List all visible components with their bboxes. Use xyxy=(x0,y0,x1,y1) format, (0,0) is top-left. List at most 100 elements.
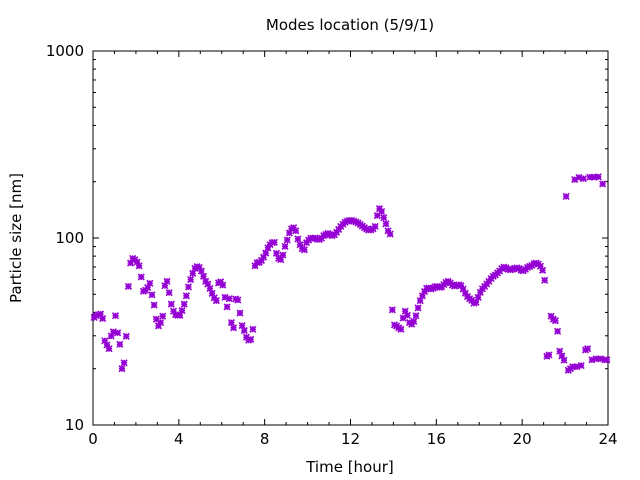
data-point xyxy=(101,337,109,345)
x-tick-label: 20 xyxy=(513,430,532,448)
data-point xyxy=(328,232,336,240)
y-tick-label: 1000 xyxy=(46,42,84,60)
data-point xyxy=(556,347,564,355)
data-point xyxy=(532,259,540,267)
y-axis-title: Particle size [nm] xyxy=(7,173,25,303)
y-tick-label: 100 xyxy=(55,229,84,247)
data-point xyxy=(107,332,115,340)
data-point xyxy=(586,173,594,181)
data-point xyxy=(96,310,105,318)
data-point xyxy=(225,295,233,303)
data-point xyxy=(388,306,396,314)
data-point xyxy=(206,284,214,293)
data-point xyxy=(562,192,570,201)
data-point xyxy=(403,311,411,319)
data-point xyxy=(272,249,281,257)
data-point xyxy=(236,309,244,317)
data-point xyxy=(195,263,203,271)
data-point xyxy=(455,281,463,289)
data-point xyxy=(122,332,130,340)
data-point xyxy=(135,262,143,270)
data-point xyxy=(114,329,122,337)
data-point xyxy=(474,293,482,301)
data-point xyxy=(571,176,579,184)
data-point xyxy=(461,289,469,297)
data-point xyxy=(416,297,424,305)
data-point xyxy=(178,307,186,315)
data-point xyxy=(161,282,169,290)
chart-title: Modes location (5/9/1) xyxy=(266,16,434,34)
x-tick-label: 0 xyxy=(88,430,98,448)
x-tick-label: 24 xyxy=(598,430,617,448)
data-point xyxy=(118,365,126,373)
data-point xyxy=(526,262,534,270)
axis-ticks xyxy=(92,50,609,426)
data-point xyxy=(184,283,193,291)
data-point xyxy=(144,283,152,292)
data-point xyxy=(157,319,165,327)
data-point xyxy=(281,242,289,251)
data-point xyxy=(596,355,605,363)
x-axis-title: Time [hour] xyxy=(305,458,394,476)
data-point xyxy=(401,307,409,315)
data-point xyxy=(472,298,480,306)
data-point xyxy=(457,282,465,290)
data-point xyxy=(603,356,611,364)
data-point xyxy=(163,277,171,285)
data-point xyxy=(538,266,547,274)
plot-frame xyxy=(92,50,609,426)
data-point xyxy=(279,251,287,259)
data-point xyxy=(380,214,388,222)
data-point xyxy=(397,325,405,333)
data-point xyxy=(418,292,426,300)
data-point xyxy=(352,218,360,226)
data-point xyxy=(262,249,270,257)
data-point xyxy=(197,267,205,275)
data-point xyxy=(169,307,178,315)
data-point xyxy=(187,276,195,284)
data-point xyxy=(536,262,544,270)
data-point xyxy=(105,345,113,353)
data-point xyxy=(412,312,420,320)
data-point xyxy=(208,289,216,298)
data-point xyxy=(152,315,160,323)
data-point xyxy=(382,220,390,228)
data-point xyxy=(148,291,156,299)
data-point xyxy=(373,211,381,220)
data-point xyxy=(599,180,607,188)
data-point xyxy=(111,312,120,320)
data-point xyxy=(560,356,568,364)
data-point xyxy=(579,175,587,183)
data-point xyxy=(371,222,379,231)
y-tick-label: 10 xyxy=(65,416,84,434)
x-tick-label: 8 xyxy=(260,430,270,448)
x-tick-label: 4 xyxy=(174,430,184,448)
data-point xyxy=(150,301,158,309)
data-point xyxy=(154,322,163,330)
data-point xyxy=(513,264,521,272)
data-point xyxy=(277,256,285,264)
data-point xyxy=(554,327,562,335)
x-tick-label: 16 xyxy=(427,430,446,448)
data-point xyxy=(414,304,422,312)
data-point xyxy=(240,326,248,335)
data-point xyxy=(300,246,308,254)
data-point xyxy=(133,258,141,266)
data-point xyxy=(199,272,208,280)
data-point xyxy=(470,299,478,307)
data-point xyxy=(204,280,212,288)
data-point xyxy=(545,351,553,359)
data-point xyxy=(260,253,268,261)
data-point xyxy=(283,236,291,244)
data-point xyxy=(541,276,549,284)
data-point xyxy=(378,208,386,216)
data-point xyxy=(182,292,190,300)
data-point xyxy=(476,288,484,296)
data-point xyxy=(551,317,559,325)
data-point xyxy=(427,285,435,293)
data-point xyxy=(167,300,175,308)
data-point xyxy=(588,356,596,364)
data-point xyxy=(109,328,117,336)
data-point xyxy=(386,230,394,238)
data-point xyxy=(558,352,566,360)
